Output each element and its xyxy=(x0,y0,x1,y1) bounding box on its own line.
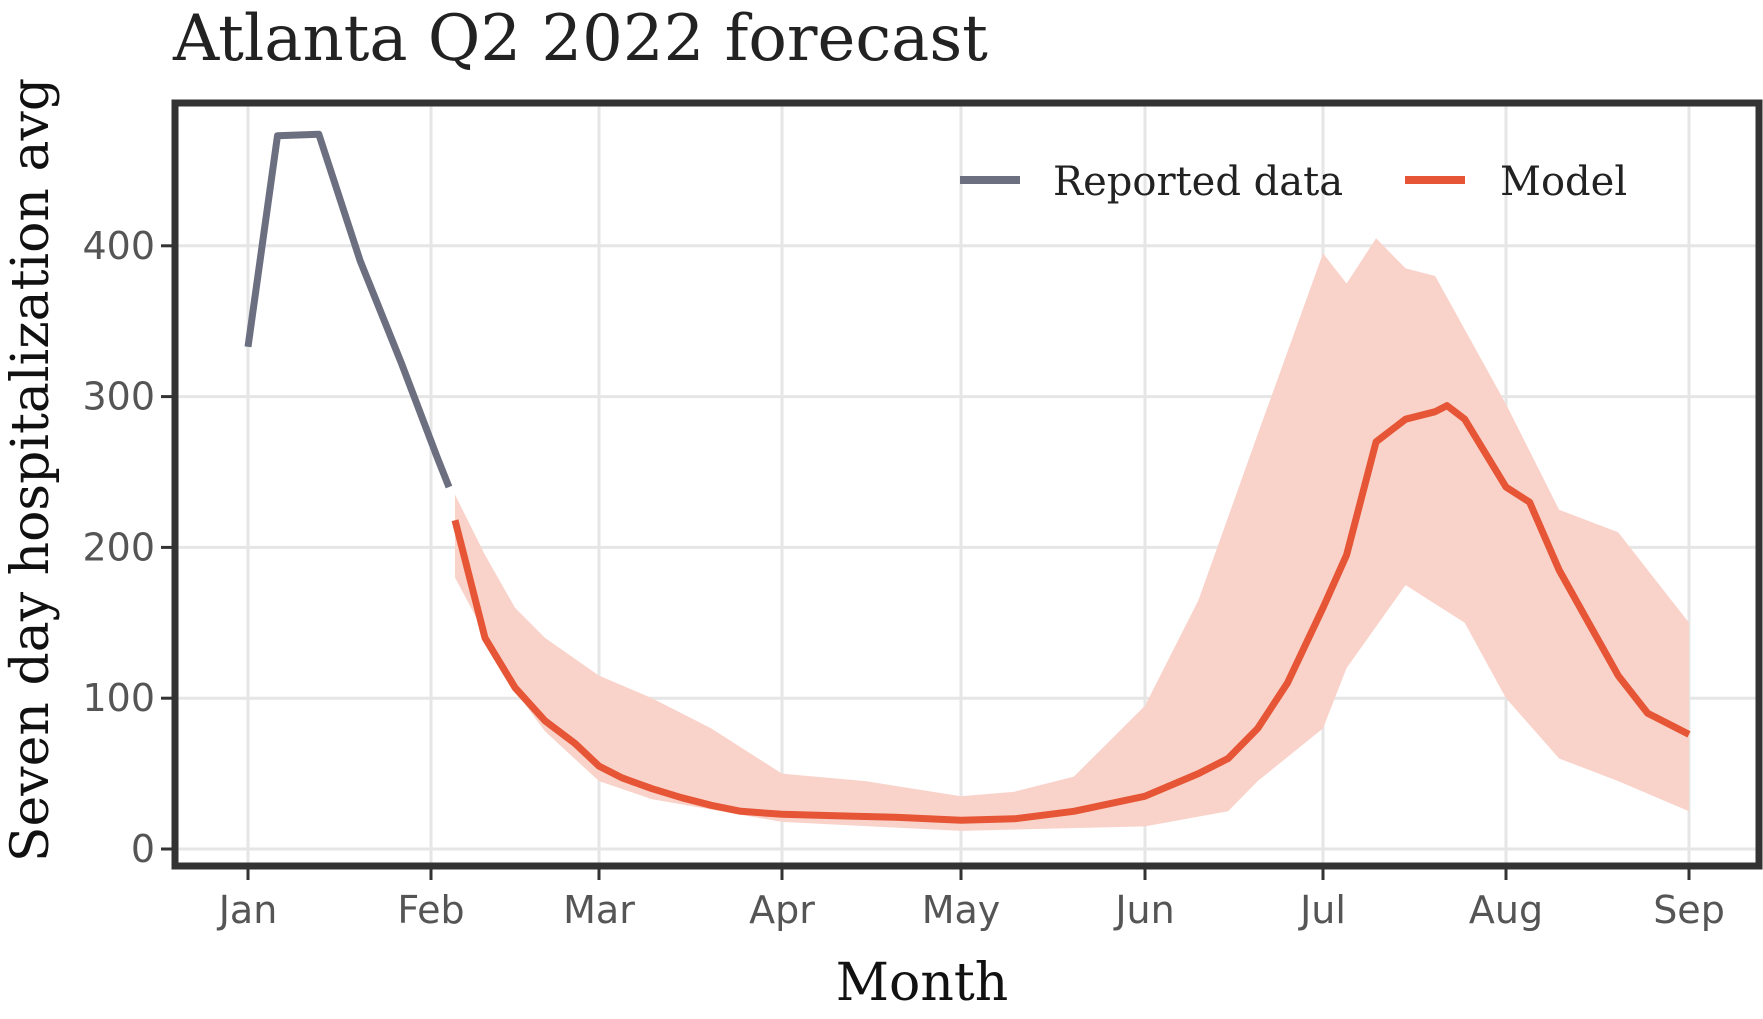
x-tick-label: Aug xyxy=(1469,888,1543,932)
x-tick-label: Jun xyxy=(1113,888,1174,932)
x-tick-label: Jul xyxy=(1298,888,1346,932)
x-axis-title: Month xyxy=(836,953,1008,1013)
axis-ticks: Jan Feb Mar Apr May Jun Jul Aug Sep 0 100 200 300 400 xyxy=(82,224,1724,932)
x-tick-label: Feb xyxy=(397,888,464,932)
reported-data-line xyxy=(244,130,453,489)
y-tick-label: 100 xyxy=(82,676,155,720)
plot-border xyxy=(171,99,1763,870)
y-tick-label: 400 xyxy=(82,224,155,268)
x-tick-label: Jan xyxy=(217,888,278,932)
model-uncertainty-band xyxy=(455,238,1689,831)
x-tick-label: Mar xyxy=(563,888,635,932)
y-tick-label: 0 xyxy=(131,827,155,871)
x-tick-label: Apr xyxy=(749,888,815,932)
legend-label-reported: Reported data xyxy=(1053,159,1343,205)
y-tick-label: 300 xyxy=(82,375,155,419)
legend-label-model: Model xyxy=(1500,159,1627,205)
chart-title: Atlanta Q2 2022 forecast xyxy=(172,2,988,76)
y-axis-title: Seven day hospitalization avg xyxy=(1,78,61,862)
model-line xyxy=(451,402,1691,824)
x-tick-label: May xyxy=(922,888,1001,932)
x-tick-label: Sep xyxy=(1653,888,1725,932)
y-tick-label: 200 xyxy=(82,525,155,569)
legend: Reported data Model xyxy=(960,159,1627,205)
